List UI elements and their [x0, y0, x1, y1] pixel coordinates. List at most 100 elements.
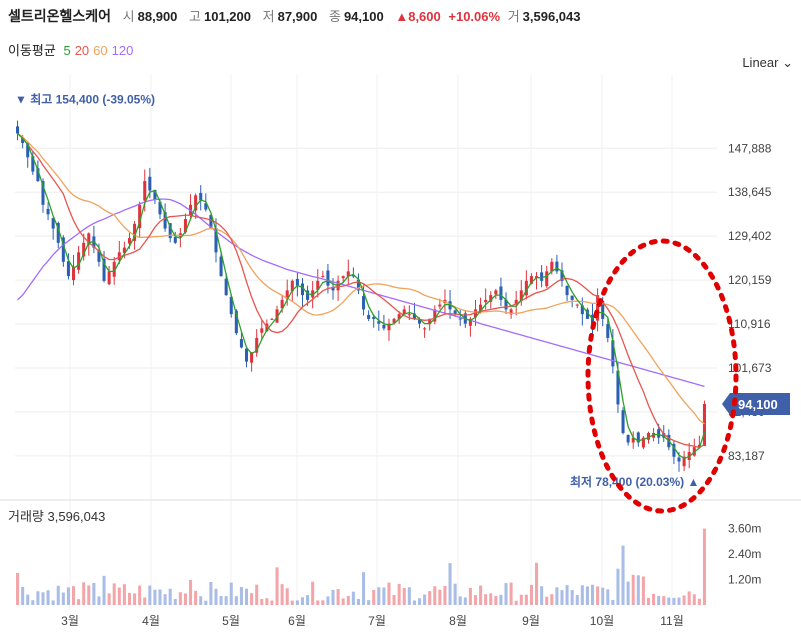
- volume-bar: [331, 589, 335, 605]
- candle-body: [214, 228, 218, 253]
- volume-bar: [219, 596, 223, 605]
- volume-bar: [402, 588, 406, 605]
- x-tick-label: 4월: [142, 614, 160, 628]
- candle-body: [255, 337, 259, 353]
- candle-body: [489, 295, 493, 302]
- candle-body: [377, 321, 381, 324]
- min-label: 최저 78,400 (20.03%) ▲: [570, 474, 699, 489]
- volume-bar: [372, 589, 376, 605]
- candle-body: [173, 237, 177, 243]
- volume-bar: [448, 563, 452, 605]
- candle-body: [657, 429, 661, 438]
- candle-body: [295, 278, 299, 286]
- volume-bar: [244, 588, 249, 605]
- candle-body: [575, 304, 579, 306]
- candle-body: [250, 352, 254, 363]
- y-tick-label: 129,402: [728, 229, 772, 243]
- change-percent: +10.06%: [448, 9, 501, 24]
- candle-body: [311, 290, 315, 298]
- candle-body: [306, 290, 310, 300]
- x-tick-label: 9월: [522, 614, 540, 628]
- ma60-line: [17, 132, 705, 425]
- volume-bar: [199, 596, 203, 605]
- candle-body: [183, 219, 187, 233]
- candle-body: [641, 437, 645, 448]
- volume-bar: [473, 595, 478, 605]
- candle-body: [662, 433, 666, 438]
- volume-tick-label: 1.20m: [728, 573, 761, 587]
- annotation-circle: [585, 238, 739, 514]
- volume-bar: [178, 592, 182, 605]
- candle-body: [127, 238, 132, 244]
- candle-body: [596, 295, 600, 321]
- candle-body: [41, 181, 45, 205]
- volume-bar: [697, 598, 701, 605]
- volume-bar: [316, 600, 320, 605]
- candle-body: [224, 278, 228, 296]
- candle-body: [392, 318, 396, 323]
- volume-bar: [545, 596, 549, 605]
- candle-body: [423, 328, 427, 330]
- candle-body: [621, 410, 625, 433]
- x-tick-label: 8월: [449, 614, 467, 628]
- volume-bar: [611, 599, 615, 605]
- close-value: 94,100: [343, 9, 384, 24]
- volume-bar: [514, 600, 518, 605]
- volume-bar: [377, 587, 381, 605]
- volume-bar: [667, 597, 671, 605]
- ma-legend: 이동평균 5 20 60 120: [8, 40, 141, 59]
- volume-bar: [356, 598, 360, 605]
- volume-bar: [138, 585, 142, 605]
- candle-body: [331, 286, 335, 291]
- volume-bar: [570, 590, 574, 605]
- candle-body: [519, 290, 523, 301]
- volume-bar: [407, 587, 411, 605]
- volume-bar: [224, 596, 228, 605]
- ma-legend-item: 60: [93, 43, 108, 58]
- scale-toggle[interactable]: Linear ⌄: [742, 55, 793, 71]
- candle-body: [652, 432, 656, 438]
- volume-tick-label: 2.40m: [728, 547, 761, 561]
- ma-legend-label: 이동평균: [8, 43, 56, 58]
- ma-legend-item: 20: [74, 43, 90, 58]
- candle-body: [244, 348, 249, 362]
- volume-bar: [66, 587, 70, 605]
- candle-body: [31, 156, 35, 172]
- volume-bar: [183, 593, 187, 605]
- volume-bar: [565, 585, 569, 605]
- volume-bar: [412, 600, 416, 605]
- candle-body: [570, 295, 574, 300]
- candle-body: [524, 280, 528, 296]
- candle-body: [316, 280, 320, 290]
- volume-bar: [540, 586, 544, 605]
- volume-bar: [682, 595, 686, 605]
- volume-bar: [423, 594, 427, 605]
- volume-bar: [580, 585, 584, 605]
- candle-body: [51, 218, 55, 229]
- volume-bar: [41, 592, 45, 605]
- candle-body: [46, 208, 50, 215]
- candle-body: [402, 309, 406, 315]
- candle-body: [682, 456, 686, 467]
- candle-body: [458, 318, 462, 320]
- volume-bar: [641, 576, 645, 605]
- high-value: 101,200: [204, 9, 251, 24]
- candle-body: [87, 233, 91, 245]
- candle-body: [585, 309, 589, 319]
- chevron-down-icon: ⌄: [782, 55, 793, 70]
- volume-bar: [133, 593, 137, 605]
- stock-name: 셀트리온헬스케어: [8, 8, 112, 24]
- candle-body: [326, 270, 330, 286]
- volume-bar: [524, 594, 528, 605]
- volume-bar: [311, 581, 315, 605]
- volume-bar: [260, 598, 264, 605]
- volume-bar: [341, 598, 345, 605]
- volume-bar: [321, 600, 325, 605]
- volume-bar: [173, 598, 177, 605]
- volume-value: 3,596,043: [522, 9, 581, 24]
- volume-bar: [509, 582, 513, 605]
- x-tick-label: 6월: [288, 614, 306, 628]
- volume-bar: [596, 586, 600, 605]
- volume-bar: [127, 592, 132, 605]
